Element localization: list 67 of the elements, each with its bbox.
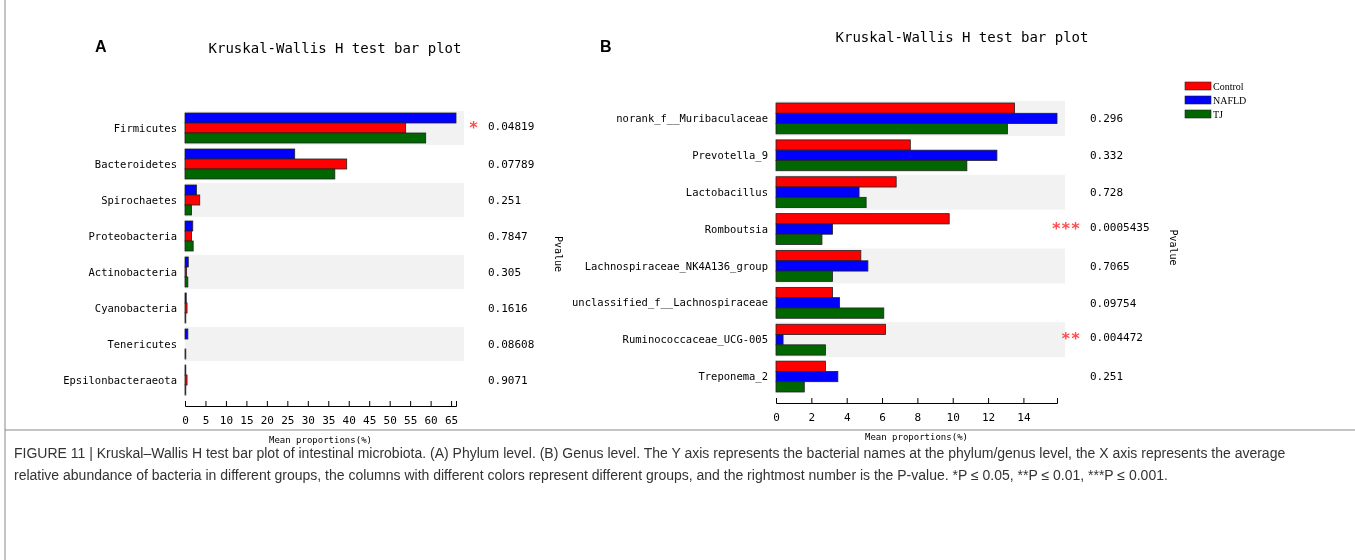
y2-axis-title: Pvalue bbox=[553, 235, 564, 273]
text: * 0.04819 bbox=[468, 117, 535, 137]
text: 0.332 bbox=[1090, 149, 1124, 163]
y-tick-label: Cyanobacteria bbox=[94, 301, 177, 314]
x-tick-label: 0 bbox=[773, 411, 780, 425]
x-tick-label: 4 bbox=[843, 411, 851, 425]
bar bbox=[184, 328, 189, 340]
y-tick-label: Proteobacteria bbox=[88, 229, 177, 242]
x-tick-label: 50 bbox=[383, 414, 397, 428]
x-tick-label: 14 bbox=[1017, 411, 1031, 425]
y2-axis-title: Pvalue bbox=[1168, 229, 1179, 266]
x-tick-label: 35 bbox=[322, 414, 336, 428]
x-tick-label: 10 bbox=[219, 414, 234, 428]
text: 0.07789 bbox=[488, 157, 535, 171]
y-tick-label: Actinobacteria bbox=[88, 265, 177, 278]
y-tick-label: Epsilonbacteraeota bbox=[63, 373, 177, 386]
x-tick-label: 65 bbox=[444, 414, 459, 428]
x-tick-label: 20 bbox=[260, 414, 274, 428]
text: 0.251 bbox=[488, 193, 522, 207]
text: 0.9071 bbox=[488, 373, 528, 387]
y-tick-label: Firmicutes bbox=[113, 121, 177, 134]
text: 0.1616 bbox=[488, 301, 528, 315]
text: B bbox=[600, 38, 612, 55]
text: A bbox=[95, 38, 107, 55]
legend-label: NAFLD bbox=[1213, 94, 1247, 106]
x-tick-label: 10 bbox=[946, 411, 960, 425]
text: 0.7065 bbox=[1090, 259, 1130, 273]
y-tick-label: Spirochaetes bbox=[101, 193, 177, 206]
x-tick-label: 45 bbox=[363, 414, 377, 428]
text: 0.09754 bbox=[1090, 296, 1137, 310]
x-tick-label: 0 bbox=[182, 414, 189, 428]
y-tick-label: Lachnospiraceae_NK4A136_group bbox=[584, 259, 768, 273]
text: 0.251 bbox=[1090, 370, 1124, 384]
x-axis-title: Mean proportions(%) bbox=[269, 435, 372, 445]
annotation: *** 0.0005435 bbox=[1051, 218, 1150, 238]
x-tick-label: 15 bbox=[240, 414, 254, 428]
legend-label: Control bbox=[1213, 80, 1244, 92]
x-axis-title: Mean proportions(%) bbox=[865, 432, 968, 442]
y-tick-label: Ruminococcaceae_UCG-005 bbox=[622, 333, 768, 347]
x-tick-label: 60 bbox=[424, 414, 438, 428]
y-tick-label: Tenericutes bbox=[107, 337, 177, 350]
text: 0.7847 bbox=[488, 229, 528, 243]
x-tick-label: 8 bbox=[914, 411, 922, 425]
y-tick-label: Bacteroidetes bbox=[94, 157, 177, 170]
text: 0.08608 bbox=[488, 337, 535, 351]
caption: FIGURE 11 | Kruskal–Wallis H test bar plot of intestinal microbiota. (A) Phylum level. (B) Genus level. The Y axis represents the bacterial names at the phylum/genus level, the X axis represents the average relative abundance of bacteria in different groups, the columns with different colors represent different groups, and the rightmost number is the P-value. *P ≤ 0.05, **P ≤ 0.01, ***P ≤ 0.001. bbox=[14, 445, 1286, 483]
chart-title: Kruskal-Wallis H test bar plot bbox=[208, 40, 462, 56]
text: 0.305 bbox=[488, 265, 522, 279]
text: ** 0.004472 bbox=[1061, 329, 1143, 349]
x-tick-label: 55 bbox=[404, 414, 418, 428]
x-tick-label: 5 bbox=[202, 414, 210, 428]
y-tick-label: Treponema_2 bbox=[698, 370, 768, 384]
x-tick-label: 25 bbox=[281, 414, 295, 428]
y-tick-label: Prevotella_9 bbox=[692, 148, 768, 162]
y-tick-label: unclassified_f__Lachnospiraceae bbox=[572, 296, 768, 310]
x-tick-label: 40 bbox=[342, 414, 356, 428]
x-tick-label: 30 bbox=[301, 414, 315, 428]
chart-title: Kruskal-Wallis H test bar plot bbox=[835, 29, 1089, 45]
text: 0.728 bbox=[1090, 186, 1124, 200]
y-tick-label: Romboutsia bbox=[704, 222, 768, 235]
text: 0.296 bbox=[1090, 112, 1124, 126]
legend-label: TJ bbox=[1213, 108, 1224, 120]
y-tick-label: norank_f__Muribaculaceae bbox=[616, 112, 768, 126]
x-tick-label: 6 bbox=[879, 411, 886, 425]
x-tick-label: 2 bbox=[808, 411, 816, 425]
x-tick-label: 12 bbox=[981, 411, 996, 425]
y-tick-label: Lactobacillus bbox=[685, 185, 768, 198]
